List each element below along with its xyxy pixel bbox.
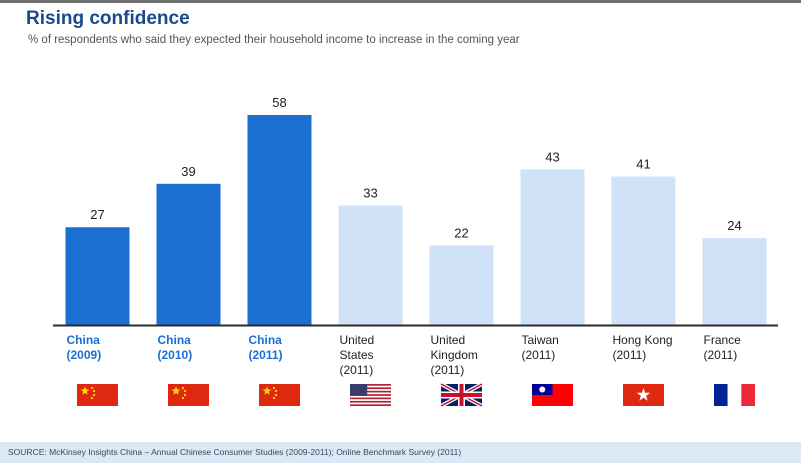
category-label: China (249, 333, 283, 347)
uk-flag-icon (440, 382, 483, 408)
category-label: United (340, 333, 375, 347)
bar (65, 227, 130, 325)
category-label: (2011) (613, 348, 647, 362)
data-label: 58 (272, 95, 286, 110)
usa-flag-icon (350, 384, 391, 406)
hong-kong-flag-icon (623, 384, 664, 406)
category-label: (2011) (522, 348, 556, 362)
category-label: (2009) (67, 348, 102, 362)
china-flag-icon (259, 384, 300, 406)
china-flag-icon (77, 384, 118, 406)
bar (156, 183, 221, 325)
category-label: (2011) (431, 363, 465, 377)
category-label: China (158, 333, 192, 347)
data-label: 43 (545, 149, 559, 164)
bar (247, 115, 312, 325)
bar (520, 169, 585, 325)
bar (611, 176, 676, 325)
category-label: (2011) (340, 363, 374, 377)
china-flag-icon (168, 384, 209, 406)
category-label: United (431, 333, 466, 347)
bar (429, 245, 494, 325)
category-label: (2010) (158, 348, 193, 362)
chart-subtitle: % of respondents who said they expected … (28, 34, 520, 46)
data-label: 22 (454, 225, 468, 240)
category-label: Kingdom (431, 348, 478, 362)
data-label: 41 (636, 157, 650, 172)
category-label: (2011) (249, 348, 283, 362)
bar (702, 238, 767, 325)
taiwan-flag-icon (532, 384, 573, 406)
data-label: 24 (727, 218, 741, 233)
category-label: (2011) (704, 348, 738, 362)
chart-title: Rising confidence (26, 8, 190, 29)
category-label: Hong Kong (613, 333, 673, 347)
france-flag-icon (714, 384, 755, 406)
data-label: 33 (363, 186, 377, 201)
top-rule (0, 0, 801, 3)
source-note: SOURCE: McKinsey Insights China – Annual… (8, 447, 462, 457)
bar (338, 205, 403, 325)
category-label: Taiwan (522, 333, 559, 347)
bar-chart: 27China(2009)39China(2010)58China(2011)3… (53, 95, 778, 408)
data-label: 27 (90, 207, 104, 222)
data-label: 39 (181, 164, 195, 179)
category-label: France (704, 333, 742, 347)
category-label: China (67, 333, 101, 347)
category-label: States (340, 348, 374, 362)
source-footer: SOURCE: McKinsey Insights China – Annual… (0, 442, 801, 463)
